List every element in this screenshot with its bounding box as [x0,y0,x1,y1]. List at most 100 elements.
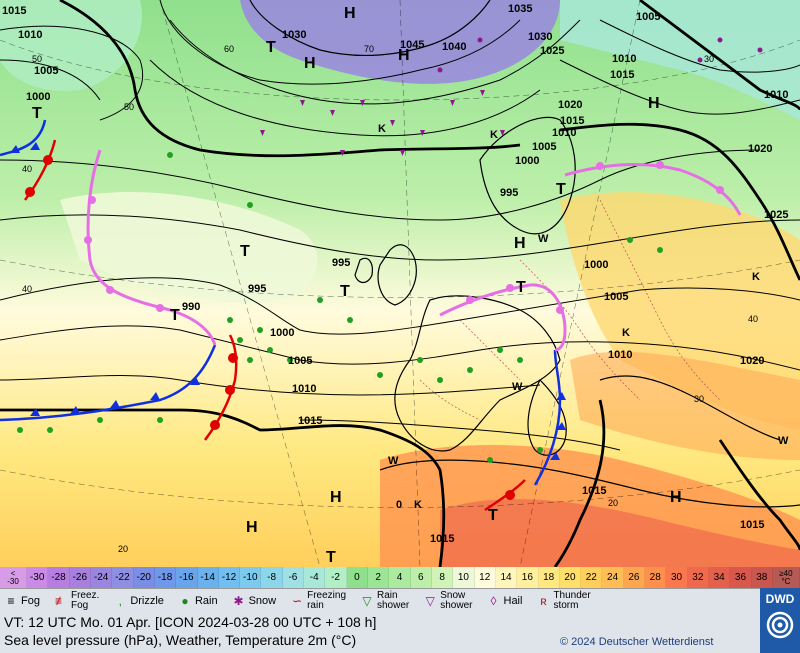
scale-swatch: 0 [346,567,368,588]
coastlines [249,0,800,508]
scale-swatch: 36 [730,567,752,588]
isobar-label: 1010 [552,127,576,139]
scale-swatch: 12 [474,567,496,588]
scale-swatch: 14 [495,567,518,588]
centre-label: K [378,123,386,135]
snow-icon: ✱ [233,594,244,608]
country-borders [419,199,721,421]
warm-front-symbols [25,155,515,500]
scale-swatch: 24 [602,567,624,588]
legend-fog: ≡ Fog [0,594,39,608]
isobar-label: 1005 [636,11,660,23]
scale-swatch: -16 [176,567,198,588]
isobar-label: 1020 [748,143,772,155]
rain-symbols [17,152,663,463]
weather-map: 1015 1010 1005 1000 1030 1045 1040 1035 … [0,0,800,567]
map-footer: VT: 12 UTC Mo. 01 Apr. [ICON 2024-03-28 … [0,612,760,653]
isobar-label: 1025 [540,45,564,57]
main-isobars [0,0,800,567]
svg-text:20: 20 [118,544,128,554]
legend-hail: ◊ Hail [483,594,523,608]
isobar-label: 1005 [604,291,628,303]
scale-swatch: -20 [133,567,155,588]
scale-swatch: -28 [48,567,70,588]
centre-label: T [266,39,276,56]
isobar-label: 995 [500,187,518,199]
isobars [0,0,800,451]
thunderstorm-icon: ʀ [540,594,547,608]
svg-text:70: 70 [364,44,374,54]
centre-label: H [514,235,526,252]
isobar-label: 1000 [26,91,50,103]
scale-swatch: 30 [666,567,688,588]
centre-label: H [304,55,316,72]
freezing-fog-icon: ≢ [54,594,67,608]
svg-text:30: 30 [694,394,704,404]
legend-snow-shower: ▽ Snow shower [419,591,473,611]
map-description: Sea level pressure (hPa), Weather, Tempe… [4,632,357,648]
centre-label: K [490,129,498,141]
cold-front-symbols [10,142,566,460]
legend-rain-shower: ▽ Rain shower [356,591,409,611]
centre-label: H [398,47,410,64]
scale-swatch: 8 [431,567,454,588]
hail-icon: ◊ [490,594,497,608]
isobar-label: 1005 [532,141,556,153]
scale-swatch: -6 [282,567,305,588]
centre-label: K [752,271,760,283]
centre-label: T [170,307,180,324]
isobar-label: 1015 [298,415,322,427]
centre-label: W [512,381,523,393]
cool-area-atlantic [60,191,318,303]
occluded-front-symbols [84,161,724,314]
snow-shower-icon: ▽ [425,594,435,608]
centre-label: H [670,489,682,506]
svg-text:50: 50 [32,54,42,64]
legend-rain: ● Rain [174,594,217,608]
scale-swatch: -12 [218,567,241,588]
legend-freezing-rain: ∽ Freezing rain [292,590,346,611]
copyright: © 2024 Deutscher Wetterdienst [560,636,714,648]
centre-label: T [326,549,336,566]
svg-text:30: 30 [704,54,714,64]
cold-area-greenland [0,0,142,91]
dwd-logo: DWD [760,588,800,653]
centre-label: K [414,499,422,511]
centre-label: T [556,181,566,198]
scale-swatch: 26 [623,567,646,588]
scale-swatch: 10 [453,567,475,588]
isobar-label: 1010 [612,53,636,65]
svg-text:40: 40 [22,284,32,294]
scale-swatch: 32 [687,567,709,588]
warm-area-sahara [440,499,800,567]
legend-snow: ✱ Snow [233,594,277,608]
scale-swatch: 4 [389,567,411,588]
isobar-label: 1010 [18,29,42,41]
centre-label: T [488,507,498,524]
drizzle-icon: , [118,594,122,608]
isobar-label: 1000 [515,155,539,167]
isobar-label: 995 [248,283,266,295]
isobar-label: 1015 [2,5,26,17]
cold-area-north [240,0,560,84]
centre-label: H [330,489,342,506]
scale-swatch: -18 [154,567,177,588]
isobar-label: 1010 [292,383,316,395]
isobar-label: 1030 [528,31,552,43]
freezing-rain-icon: ∽ [292,594,303,608]
fog-icon: ≡ [7,594,15,608]
isobar-label: 1005 [34,65,58,77]
centre-label: T [516,279,526,296]
legend-thunderstorm: ʀ Thunder storm [532,591,591,611]
scale-swatch: -26 [69,567,91,588]
isobar-label: 1000 [584,259,608,271]
scale-swatch: -10 [240,567,262,588]
isobar-label: 1030 [282,29,306,41]
svg-text:40: 40 [748,314,758,324]
centre-label: W [388,455,399,467]
isobar-label: 1025 [764,209,788,221]
centre-label: 0 [396,499,402,511]
scale-swatch-max: ≥40 °C [772,567,800,588]
scale-swatch: -22 [112,567,134,588]
isobar-label: 1015 [610,69,634,81]
